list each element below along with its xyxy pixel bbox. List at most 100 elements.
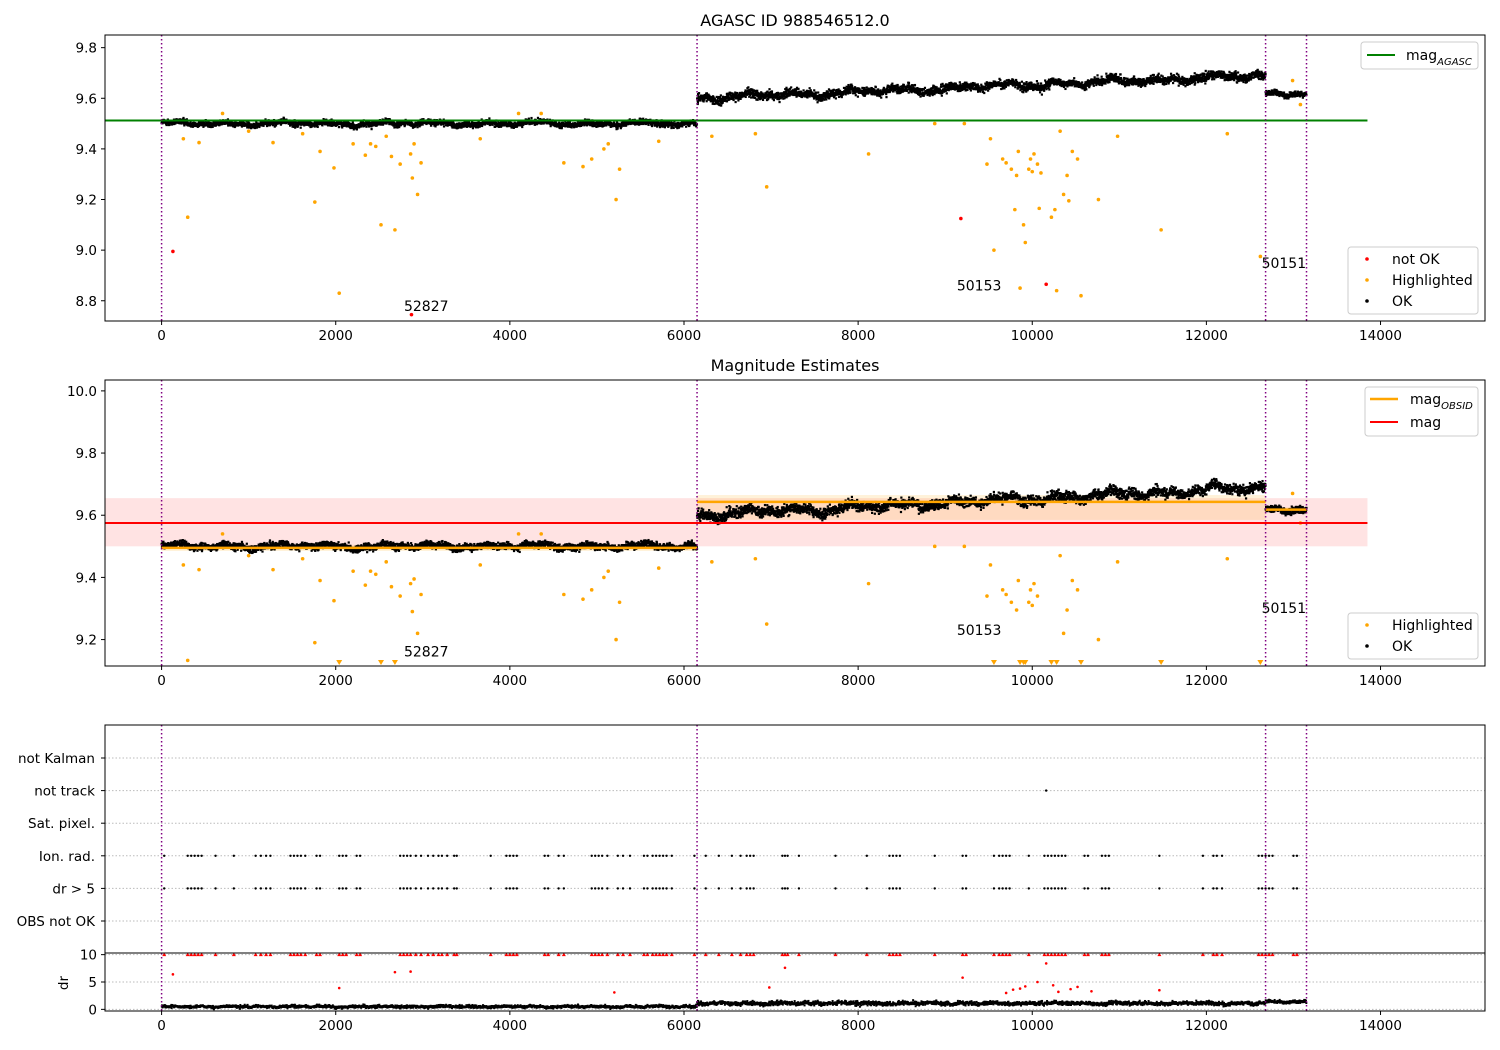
ok-point xyxy=(1083,87,1086,90)
ok-point xyxy=(844,93,847,96)
ok-point xyxy=(726,92,729,95)
ok-point xyxy=(1036,88,1039,91)
ok-point xyxy=(279,123,283,126)
ok-point xyxy=(866,92,870,95)
ok-point xyxy=(820,97,823,100)
ok-point xyxy=(962,82,966,85)
ok-point xyxy=(207,121,210,124)
ok-point xyxy=(458,126,461,129)
ok-point xyxy=(965,86,969,89)
ok-point xyxy=(430,124,433,127)
ok-point xyxy=(930,87,933,90)
ok-point xyxy=(911,84,914,87)
ok-point xyxy=(536,116,540,119)
ok-point xyxy=(1091,81,1094,85)
ok-point xyxy=(1101,78,1105,81)
ok-point xyxy=(945,83,948,86)
ok-point xyxy=(802,89,805,92)
ok-point xyxy=(980,84,983,88)
ok-point xyxy=(650,124,654,128)
ok-point xyxy=(202,125,205,128)
ok-point xyxy=(1048,78,1052,82)
ok-point xyxy=(896,86,899,89)
ok-point xyxy=(1022,86,1026,90)
ok-point xyxy=(937,87,940,90)
ok-point xyxy=(795,86,799,89)
ok-point xyxy=(483,123,487,126)
ok-point xyxy=(764,96,767,99)
ok-point xyxy=(1059,78,1062,82)
ok-point xyxy=(197,120,201,123)
ok-point xyxy=(1038,88,1041,92)
ok-point xyxy=(1020,80,1024,83)
ok-point xyxy=(362,120,365,123)
ok-point xyxy=(274,124,278,127)
ok-point xyxy=(542,122,545,125)
ok-point xyxy=(628,118,631,121)
ok-point xyxy=(521,125,524,129)
ok-point xyxy=(632,120,636,123)
panel-title: AGASC ID 988546512.0 xyxy=(700,11,889,30)
ok-point xyxy=(579,122,582,125)
ok-point xyxy=(783,97,786,100)
ok-point xyxy=(718,104,721,107)
ok-point xyxy=(848,89,851,92)
ok-point xyxy=(794,93,797,97)
ok-point xyxy=(785,86,788,89)
ok-point xyxy=(715,102,718,105)
ok-point xyxy=(418,125,421,128)
ok-point xyxy=(705,92,708,95)
ok-point xyxy=(559,122,562,125)
ok-point xyxy=(252,123,255,126)
ok-point xyxy=(1065,81,1068,84)
ok-point xyxy=(1050,78,1053,81)
ok-point xyxy=(979,90,982,93)
ok-point xyxy=(705,100,708,103)
ok-point xyxy=(570,126,573,129)
ok-point xyxy=(1023,85,1026,89)
ok-point xyxy=(619,127,622,130)
ok-point xyxy=(848,88,852,91)
ok-point xyxy=(623,120,627,124)
ok-point xyxy=(917,90,920,94)
ok-point xyxy=(768,91,771,94)
ok-point xyxy=(931,91,934,94)
ok-point xyxy=(351,121,354,124)
ok-point xyxy=(610,122,613,125)
ok-point xyxy=(928,94,931,97)
ok-point xyxy=(834,97,837,100)
ok-point xyxy=(885,92,888,96)
ok-point xyxy=(1056,82,1059,85)
ok-point xyxy=(180,122,183,125)
ok-point xyxy=(554,121,557,124)
ok-point xyxy=(1008,79,1011,83)
ok-point xyxy=(168,123,171,127)
ok-point xyxy=(1067,82,1071,85)
ok-point xyxy=(605,124,608,127)
ok-point xyxy=(451,126,454,129)
ok-point xyxy=(718,96,721,99)
ok-point xyxy=(856,95,860,98)
agasc-magnitude-panel: AGASC ID 988546512.0 52827 50153 50151 0… xyxy=(76,11,1486,344)
ok-point xyxy=(181,121,184,124)
ok-point xyxy=(793,89,796,92)
ok-point xyxy=(953,84,956,87)
ok-point xyxy=(1095,79,1098,82)
ok-point xyxy=(193,121,196,125)
ok-point xyxy=(734,91,737,94)
ok-point xyxy=(1100,75,1103,78)
ok-point xyxy=(210,125,213,129)
ok-point xyxy=(422,118,425,121)
ok-point xyxy=(849,91,852,94)
ok-point xyxy=(615,120,619,123)
ok-point xyxy=(289,124,292,127)
ok-point xyxy=(624,122,627,125)
ok-point xyxy=(398,125,401,129)
ok-point xyxy=(1003,81,1006,85)
ok-point xyxy=(1115,76,1119,80)
ok-point xyxy=(828,95,832,98)
ok-point xyxy=(309,123,312,126)
ok-point xyxy=(752,89,755,92)
ok-point xyxy=(804,95,807,98)
ok-point xyxy=(928,92,931,96)
